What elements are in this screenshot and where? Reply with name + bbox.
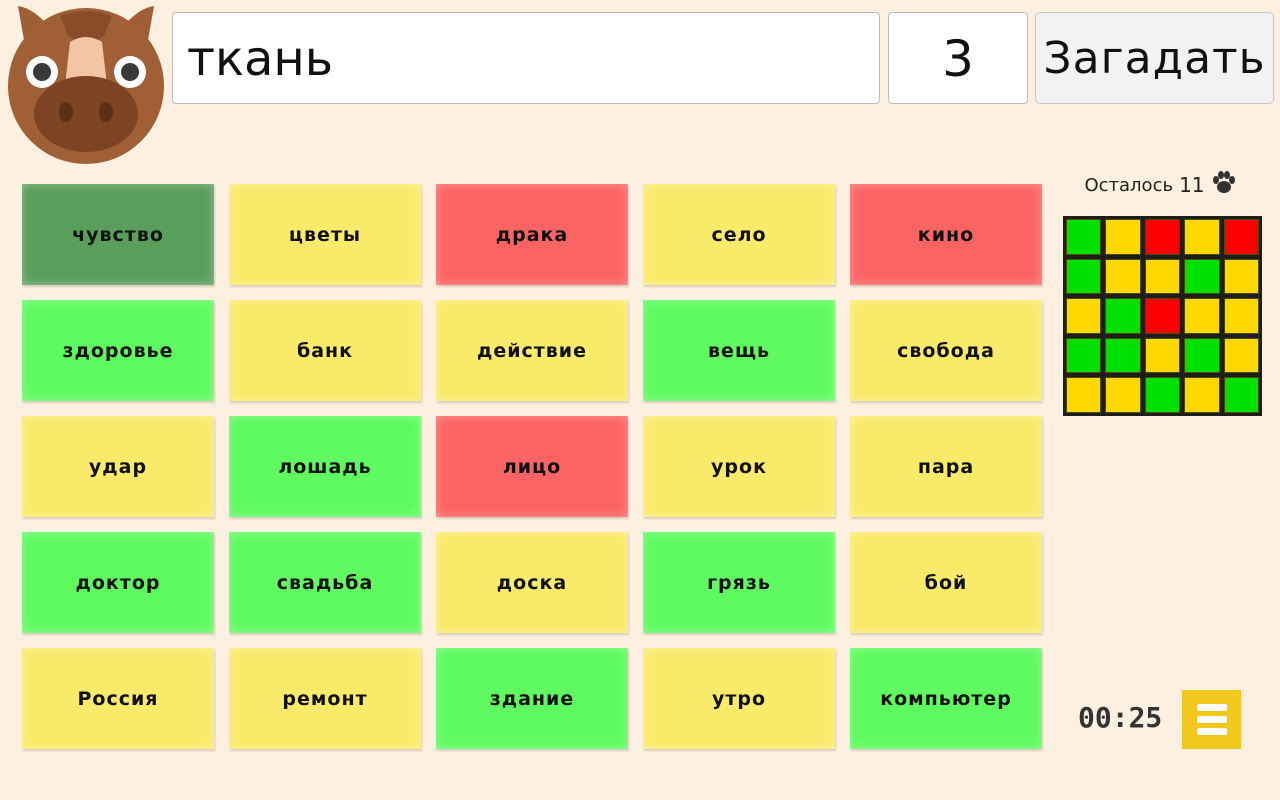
minimap-cell [1066, 337, 1102, 374]
word-card[interactable]: Россия [22, 648, 214, 749]
minimap-cell [1144, 258, 1181, 295]
horse-avatar-icon [4, 2, 168, 164]
minimap-cell [1223, 258, 1259, 295]
word-card[interactable]: доска [436, 532, 628, 633]
word-card[interactable]: лицо [436, 416, 628, 517]
minimap-cell [1066, 298, 1102, 334]
minimap-cell [1105, 258, 1141, 295]
word-card[interactable]: бой [850, 532, 1042, 633]
word-card[interactable]: ремонт [229, 648, 421, 749]
minimap-cell [1144, 337, 1181, 374]
word-card[interactable]: драка [436, 184, 628, 285]
key-card-minimap [1063, 216, 1262, 416]
minimap-cell [1223, 219, 1259, 255]
minimap-cell [1184, 258, 1220, 295]
minimap-cell [1105, 377, 1141, 413]
minimap-cell [1105, 298, 1141, 334]
word-card[interactable]: компьютер [850, 648, 1042, 749]
word-card[interactable]: свадьба [229, 532, 421, 633]
minimap-cell [1105, 219, 1141, 255]
word-card[interactable]: грязь [643, 532, 835, 633]
minimap-cell [1184, 219, 1220, 255]
word-card[interactable]: вещь [643, 300, 835, 401]
minimap-cell [1223, 298, 1259, 334]
word-card[interactable]: удар [22, 416, 214, 517]
remaining-label: Осталось [1084, 174, 1174, 196]
minimap-cell [1066, 377, 1102, 413]
word-card[interactable]: кино [850, 184, 1042, 285]
word-card[interactable]: чувство [22, 184, 214, 285]
minimap-cell [1223, 337, 1259, 374]
minimap-cell [1066, 258, 1102, 295]
word-card[interactable]: доктор [22, 532, 214, 633]
minimap-cell [1184, 298, 1220, 334]
word-card[interactable]: здание [436, 648, 628, 749]
minimap-cell [1144, 377, 1181, 413]
paw-icon [1211, 170, 1237, 200]
word-card[interactable]: пара [850, 416, 1042, 517]
minimap-cell [1105, 337, 1141, 374]
word-card[interactable]: свобода [850, 300, 1042, 401]
minimap-cell [1184, 337, 1220, 374]
word-card[interactable]: цветы [229, 184, 421, 285]
word-card[interactable]: село [643, 184, 835, 285]
word-card[interactable]: урок [643, 416, 835, 517]
word-card[interactable]: действие [436, 300, 628, 401]
clue-count-field[interactable]: 3 [888, 12, 1028, 104]
minimap-cell [1144, 298, 1181, 334]
remaining-counter: Осталось 11 [1063, 170, 1258, 200]
word-card[interactable]: здоровье [22, 300, 214, 401]
minimap-cell [1066, 219, 1102, 255]
guess-button[interactable]: Загадать [1035, 12, 1274, 104]
minimap-cell [1144, 219, 1181, 255]
word-card[interactable]: банк [229, 300, 421, 401]
game-timer: 00:25 [1078, 701, 1163, 734]
minimap-cell [1184, 377, 1220, 413]
hamburger-icon[interactable] [1182, 690, 1241, 749]
word-card[interactable]: утро [643, 648, 835, 749]
clue-input[interactable]: ткань [172, 12, 880, 104]
minimap-cell [1223, 377, 1259, 413]
word-card[interactable]: лошадь [229, 416, 421, 517]
remaining-count: 11 [1179, 173, 1205, 197]
